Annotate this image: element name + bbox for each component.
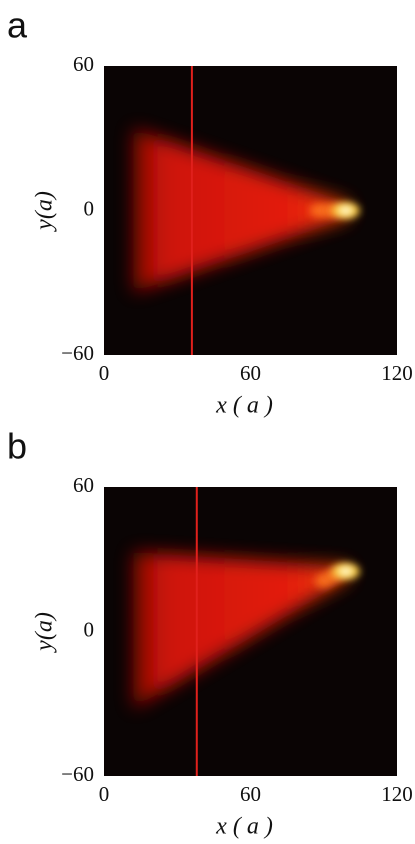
heat-cone bbox=[133, 128, 349, 293]
y-tick-label: −60 bbox=[61, 762, 94, 786]
panel-label: a bbox=[7, 5, 28, 46]
x-axis-label: x ( a ) bbox=[215, 814, 273, 840]
y-axis-label: y(a) bbox=[32, 612, 58, 653]
x-axis-label: x ( a ) bbox=[215, 393, 273, 419]
x-tick-label: 120 bbox=[381, 361, 413, 385]
panel-label: b bbox=[7, 426, 27, 467]
y-tick-label: 60 bbox=[73, 473, 94, 497]
y-tick-label: 0 bbox=[84, 196, 95, 220]
x-tick-label: 60 bbox=[240, 782, 261, 806]
x-tick-label: 0 bbox=[99, 782, 110, 806]
heat-cone bbox=[133, 552, 349, 709]
y-tick-label: 0 bbox=[84, 617, 95, 641]
x-tick-label: 0 bbox=[99, 361, 110, 385]
plot-area bbox=[104, 66, 397, 355]
heat-core bbox=[338, 567, 353, 576]
y-tick-label: 60 bbox=[73, 52, 94, 76]
y-tick-label: −60 bbox=[61, 341, 94, 365]
y-axis-label: y(a) bbox=[32, 191, 58, 232]
x-tick-label: 60 bbox=[240, 361, 261, 385]
heat-core bbox=[338, 206, 353, 215]
x-tick-label: 120 bbox=[381, 782, 413, 806]
plot-area bbox=[104, 487, 397, 776]
